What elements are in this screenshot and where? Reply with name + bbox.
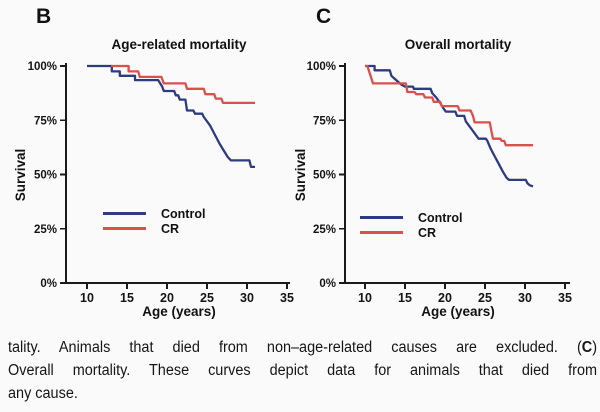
cr-series-line bbox=[111, 64, 255, 105]
caption-text: any cause. bbox=[8, 385, 78, 402]
x-tick-label: 30 bbox=[518, 291, 532, 305]
legend-label-cr: CR bbox=[161, 221, 180, 236]
panel-letter-b: B bbox=[36, 5, 52, 28]
x-tick-label: 35 bbox=[558, 291, 572, 305]
x-tick-label: 25 bbox=[200, 291, 214, 305]
x-tick-label: 30 bbox=[240, 291, 254, 305]
x-tick-label: 10 bbox=[80, 291, 94, 305]
chart-title: Age-related mortality bbox=[111, 37, 247, 52]
x-axis-label: Age (years) bbox=[421, 304, 495, 319]
caption-line: Overall mortality. These curves depict d… bbox=[8, 359, 597, 382]
y-tick-label: 50% bbox=[34, 170, 57, 182]
caption-text: tality. Animals that died from non–age-r… bbox=[8, 339, 582, 356]
x-tick-label: 20 bbox=[438, 291, 452, 305]
control-series-line bbox=[87, 64, 255, 169]
y-tick-label: 25% bbox=[313, 224, 336, 236]
x-tick-label: 35 bbox=[280, 291, 294, 305]
panel-letter-c: C bbox=[316, 5, 332, 28]
legend: Control CR bbox=[360, 210, 462, 240]
legend: Control CR bbox=[103, 206, 205, 236]
y-tick-label: 25% bbox=[34, 224, 57, 236]
legend-label-control: Control bbox=[161, 206, 206, 221]
caption-line: tality. Animals that died from non–age-r… bbox=[8, 336, 597, 359]
legend-item-control: Control bbox=[103, 206, 205, 221]
y-tick-label: 100% bbox=[28, 61, 57, 73]
y-tick-label: 0% bbox=[319, 278, 336, 290]
legend-line-cr bbox=[103, 227, 146, 230]
x-tick-label: 15 bbox=[398, 291, 412, 305]
x-tick-label: 20 bbox=[160, 291, 174, 305]
panel-b: B Age-related mortality Survival 0% 25% 50… bbox=[0, 0, 300, 335]
legend-label-cr: CR bbox=[418, 225, 437, 240]
legend-item-cr: CR bbox=[360, 225, 462, 240]
x-tick-label: 15 bbox=[120, 291, 134, 305]
chart-title: Overall mortality bbox=[404, 37, 512, 52]
y-tick-label: 50% bbox=[313, 170, 336, 182]
x-tick-label: 25 bbox=[478, 291, 492, 305]
caption-line: any cause. bbox=[8, 382, 597, 405]
caption-panel-ref: C bbox=[581, 339, 593, 356]
caption-text: Overall mortality. These curves depict d… bbox=[8, 362, 598, 379]
y-tick-label: 75% bbox=[313, 115, 336, 127]
figure-caption: tality. Animals that died from non–age-r… bbox=[8, 336, 597, 405]
legend-label-control: Control bbox=[418, 210, 463, 225]
panel-c: C Overall mortality Survival 0% 25% 50% 75%… bbox=[293, 0, 600, 335]
y-tick-label: 100% bbox=[307, 61, 336, 73]
legend-item-control: Control bbox=[360, 210, 462, 225]
x-axis-label: Age (years) bbox=[142, 304, 216, 319]
legend-line-control bbox=[360, 216, 403, 219]
legend-item-cr: CR bbox=[103, 221, 205, 236]
cr-series-line bbox=[365, 64, 533, 147]
caption-text: ) bbox=[592, 339, 598, 356]
overall-mortality-chart: 0% 25% 50% 75% 100% 10 15 20 25 30 35 bbox=[307, 61, 572, 305]
y-tick-label: 0% bbox=[40, 278, 57, 290]
legend-line-control bbox=[103, 212, 146, 215]
legend-line-cr bbox=[360, 231, 403, 234]
age-related-mortality-chart: 0% 25% 50% 75% 100% 10 15 20 25 30 35 bbox=[28, 61, 294, 305]
y-tick-label: 75% bbox=[34, 115, 57, 127]
x-tick-label: 10 bbox=[358, 291, 372, 305]
